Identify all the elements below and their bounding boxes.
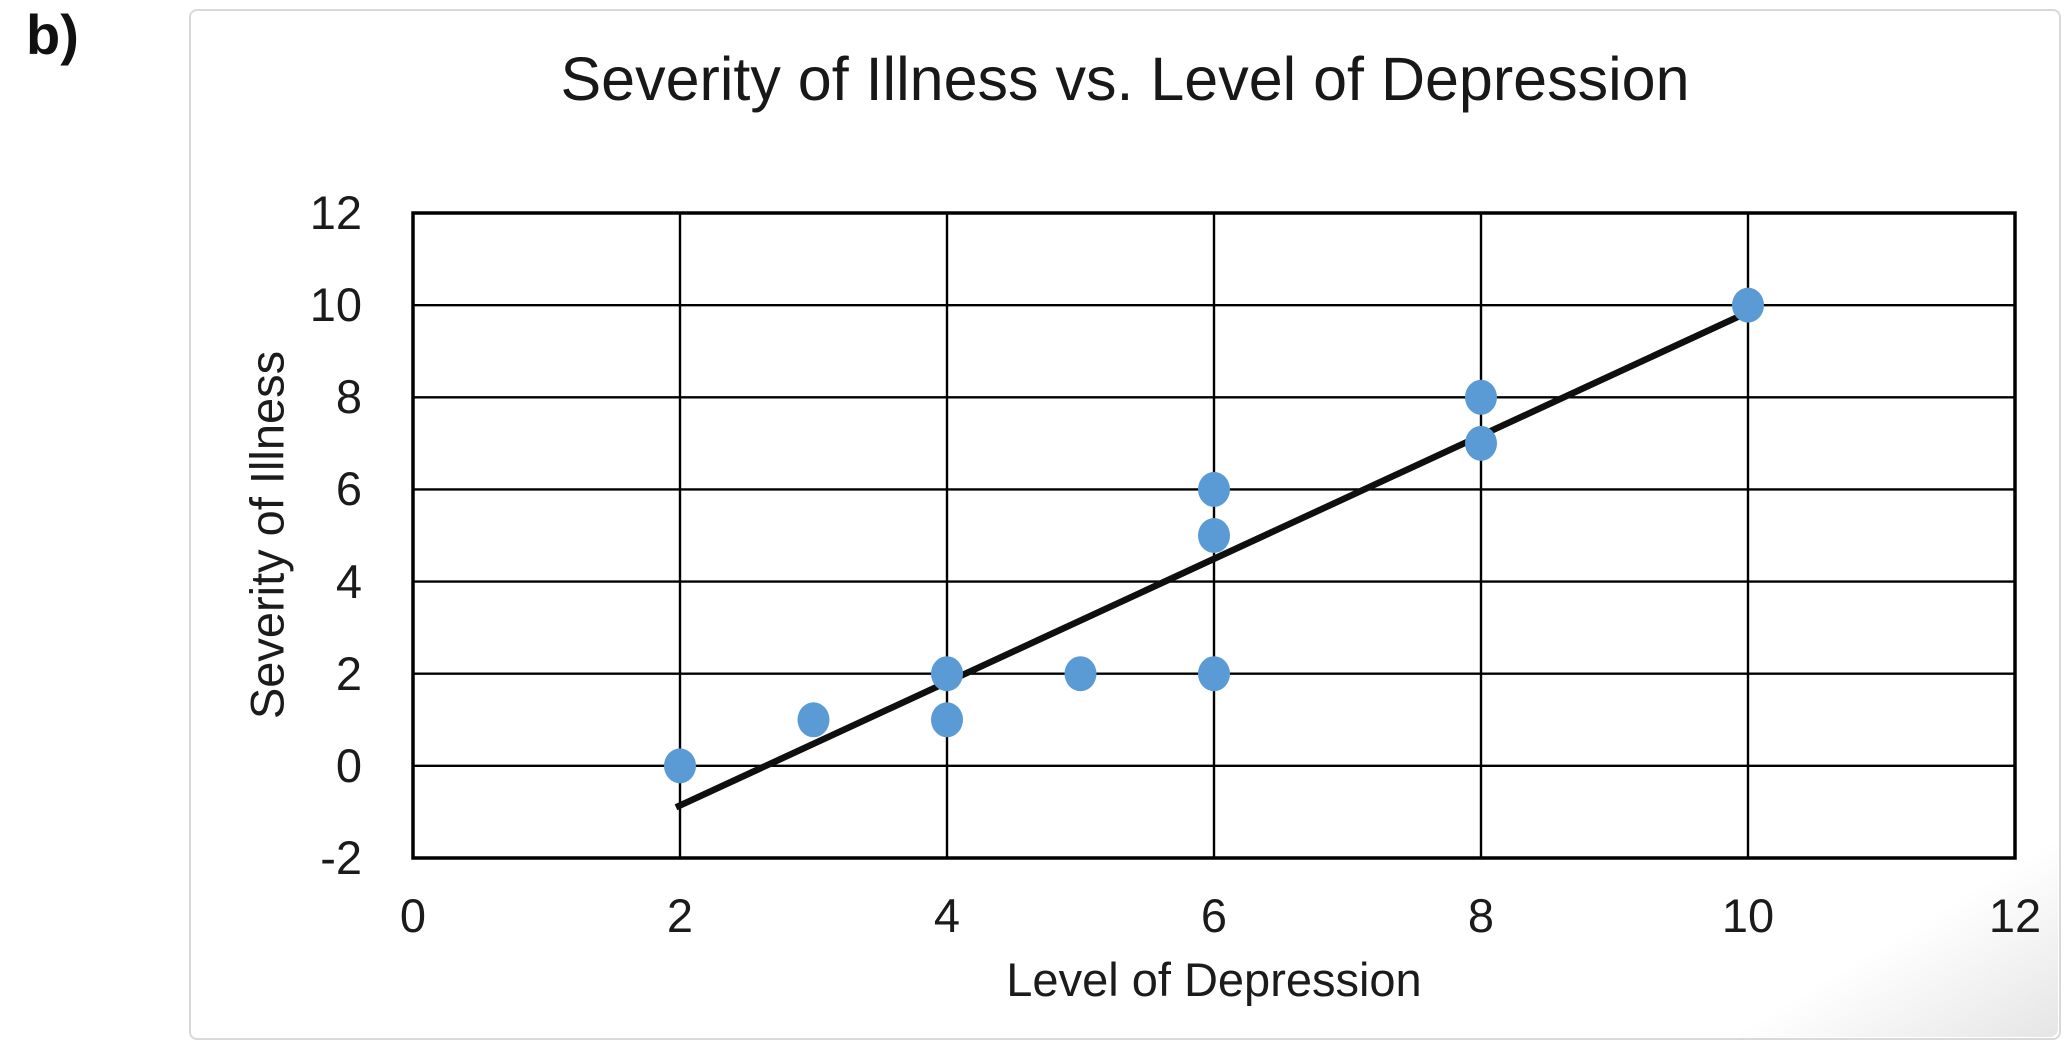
y-axis-tick-label: 8 [335,370,362,424]
y-axis-title: Severity of Illness [240,350,294,720]
x-axis-tick-label: 2 [666,889,694,942]
x-axis-tick-label: 8 [1467,889,1495,942]
scatter-point [931,702,963,738]
scatter-point [1732,287,1764,323]
scatter-point [931,656,963,692]
scatter-point [664,748,696,784]
x-axis-tick-label: 12 [1988,889,2042,942]
x-axis-tick-label: 0 [399,889,427,942]
scatter-point [1465,425,1497,461]
x-axis-tick-label: 6 [1200,889,1228,942]
x-axis-tick-label: 10 [1721,889,1775,942]
y-axis-tick-label: 0 [335,738,362,792]
y-axis-tick-label: 10 [309,278,362,332]
chart-title: Severity of Illness vs. Level of Depress… [560,45,1690,113]
y-axis-tick-label: 4 [335,554,362,608]
scatter-point [1198,518,1230,553]
y-axis-tick-label: 6 [335,462,362,516]
scatter-point [1064,656,1097,692]
y-axis-tick-label: 12 [309,186,362,239]
x-axis-tick-label: 4 [933,889,961,942]
x-axis-title: Level of Depression [1006,953,1422,1006]
plot-frame [411,211,2017,860]
figure-part-label: b) [26,3,79,66]
y-axis-tick-label: 2 [335,646,362,700]
trendline [674,312,1743,811]
scatter-point [797,702,830,738]
scatter-point [1198,471,1230,507]
y-axis-tick-label: -2 [320,831,362,884]
scatter-point [1198,656,1230,692]
scatter-point [1465,379,1497,415]
